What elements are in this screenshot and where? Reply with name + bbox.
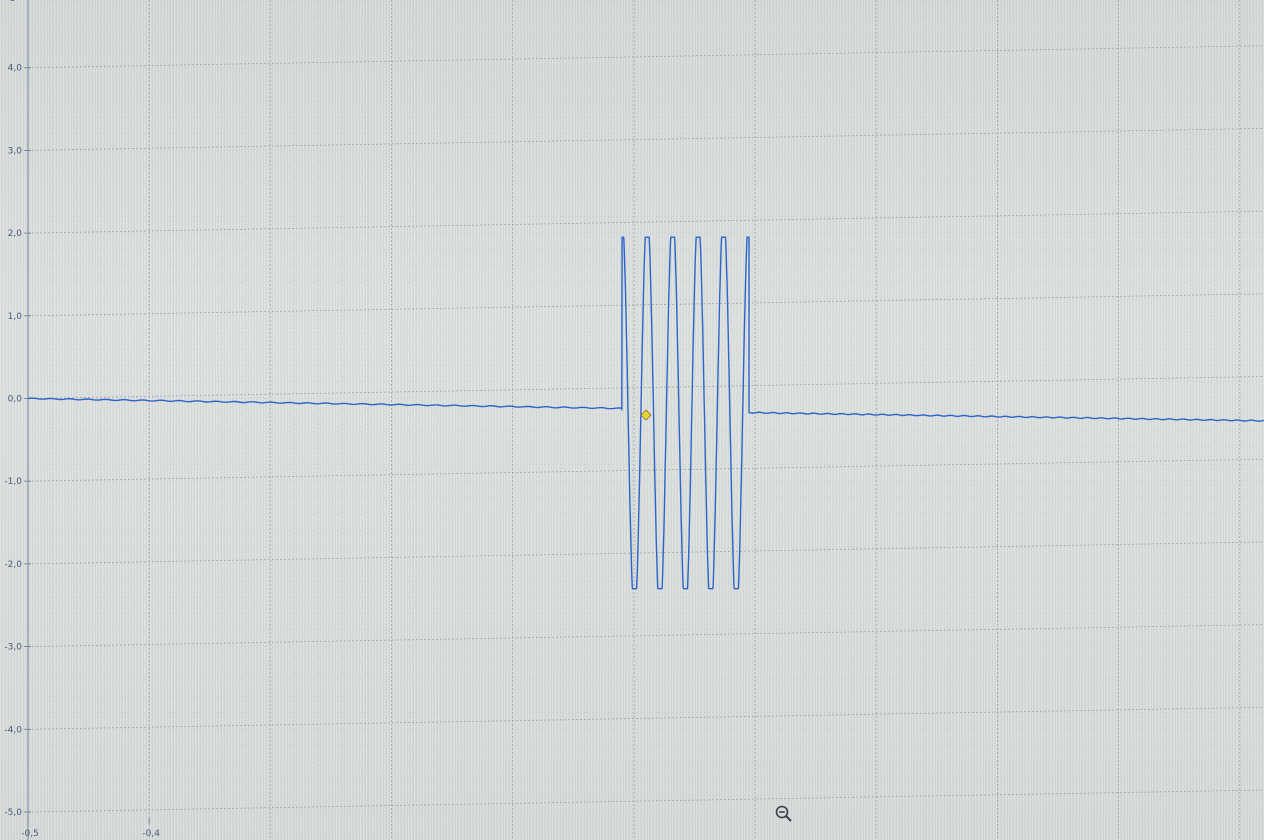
y-tick-label: 3,0 — [8, 146, 23, 156]
y-tick-label: 0,0 — [8, 395, 23, 405]
major-grid-line-h — [27, 458, 1264, 482]
major-grid-line-h — [27, 293, 1264, 317]
series-line-signal — [27, 236, 1264, 590]
zoom-out-icon[interactable] — [774, 804, 794, 824]
y-tick-label: -5,0 — [4, 808, 22, 818]
major-grid-line-h — [27, 45, 1264, 69]
major-grid-line-h — [27, 541, 1264, 565]
major-grid-line-h — [27, 624, 1264, 647]
y-axis: 4,0 3,0 2,0 1,0 0,0 -1,0 -2,0 -3,0 -4,0 -5,0 — [4, 0, 31, 840]
major-grid-line-h — [27, 706, 1264, 730]
y-tick-label: -4,0 — [4, 725, 22, 735]
series-layer — [27, 236, 1264, 590]
y-tick-label: -3,0 — [4, 643, 22, 653]
y-tick-label: 1,0 — [8, 312, 23, 322]
x-tick-label: -0,4 — [142, 829, 160, 839]
marker-layer — [640, 409, 652, 421]
y-tick-label: -2,0 — [4, 560, 22, 570]
top-axis-label: 5 — [10, 0, 16, 4]
x-axis: -0,5 -0,4 — [21, 818, 160, 839]
y-tick-label: 4,0 — [8, 64, 23, 74]
major-grid-line-h — [27, 210, 1264, 234]
major-grid-line-h — [27, 789, 1264, 813]
y-tick-label: -1,0 — [4, 477, 22, 487]
cursor-marker[interactable] — [640, 409, 652, 421]
major-grid-line-h — [27, 128, 1264, 151]
major-grid-line-h — [27, 376, 1264, 399]
x-tick-label: -0,5 — [21, 829, 39, 839]
y-tick-label: 2,0 — [8, 229, 23, 239]
